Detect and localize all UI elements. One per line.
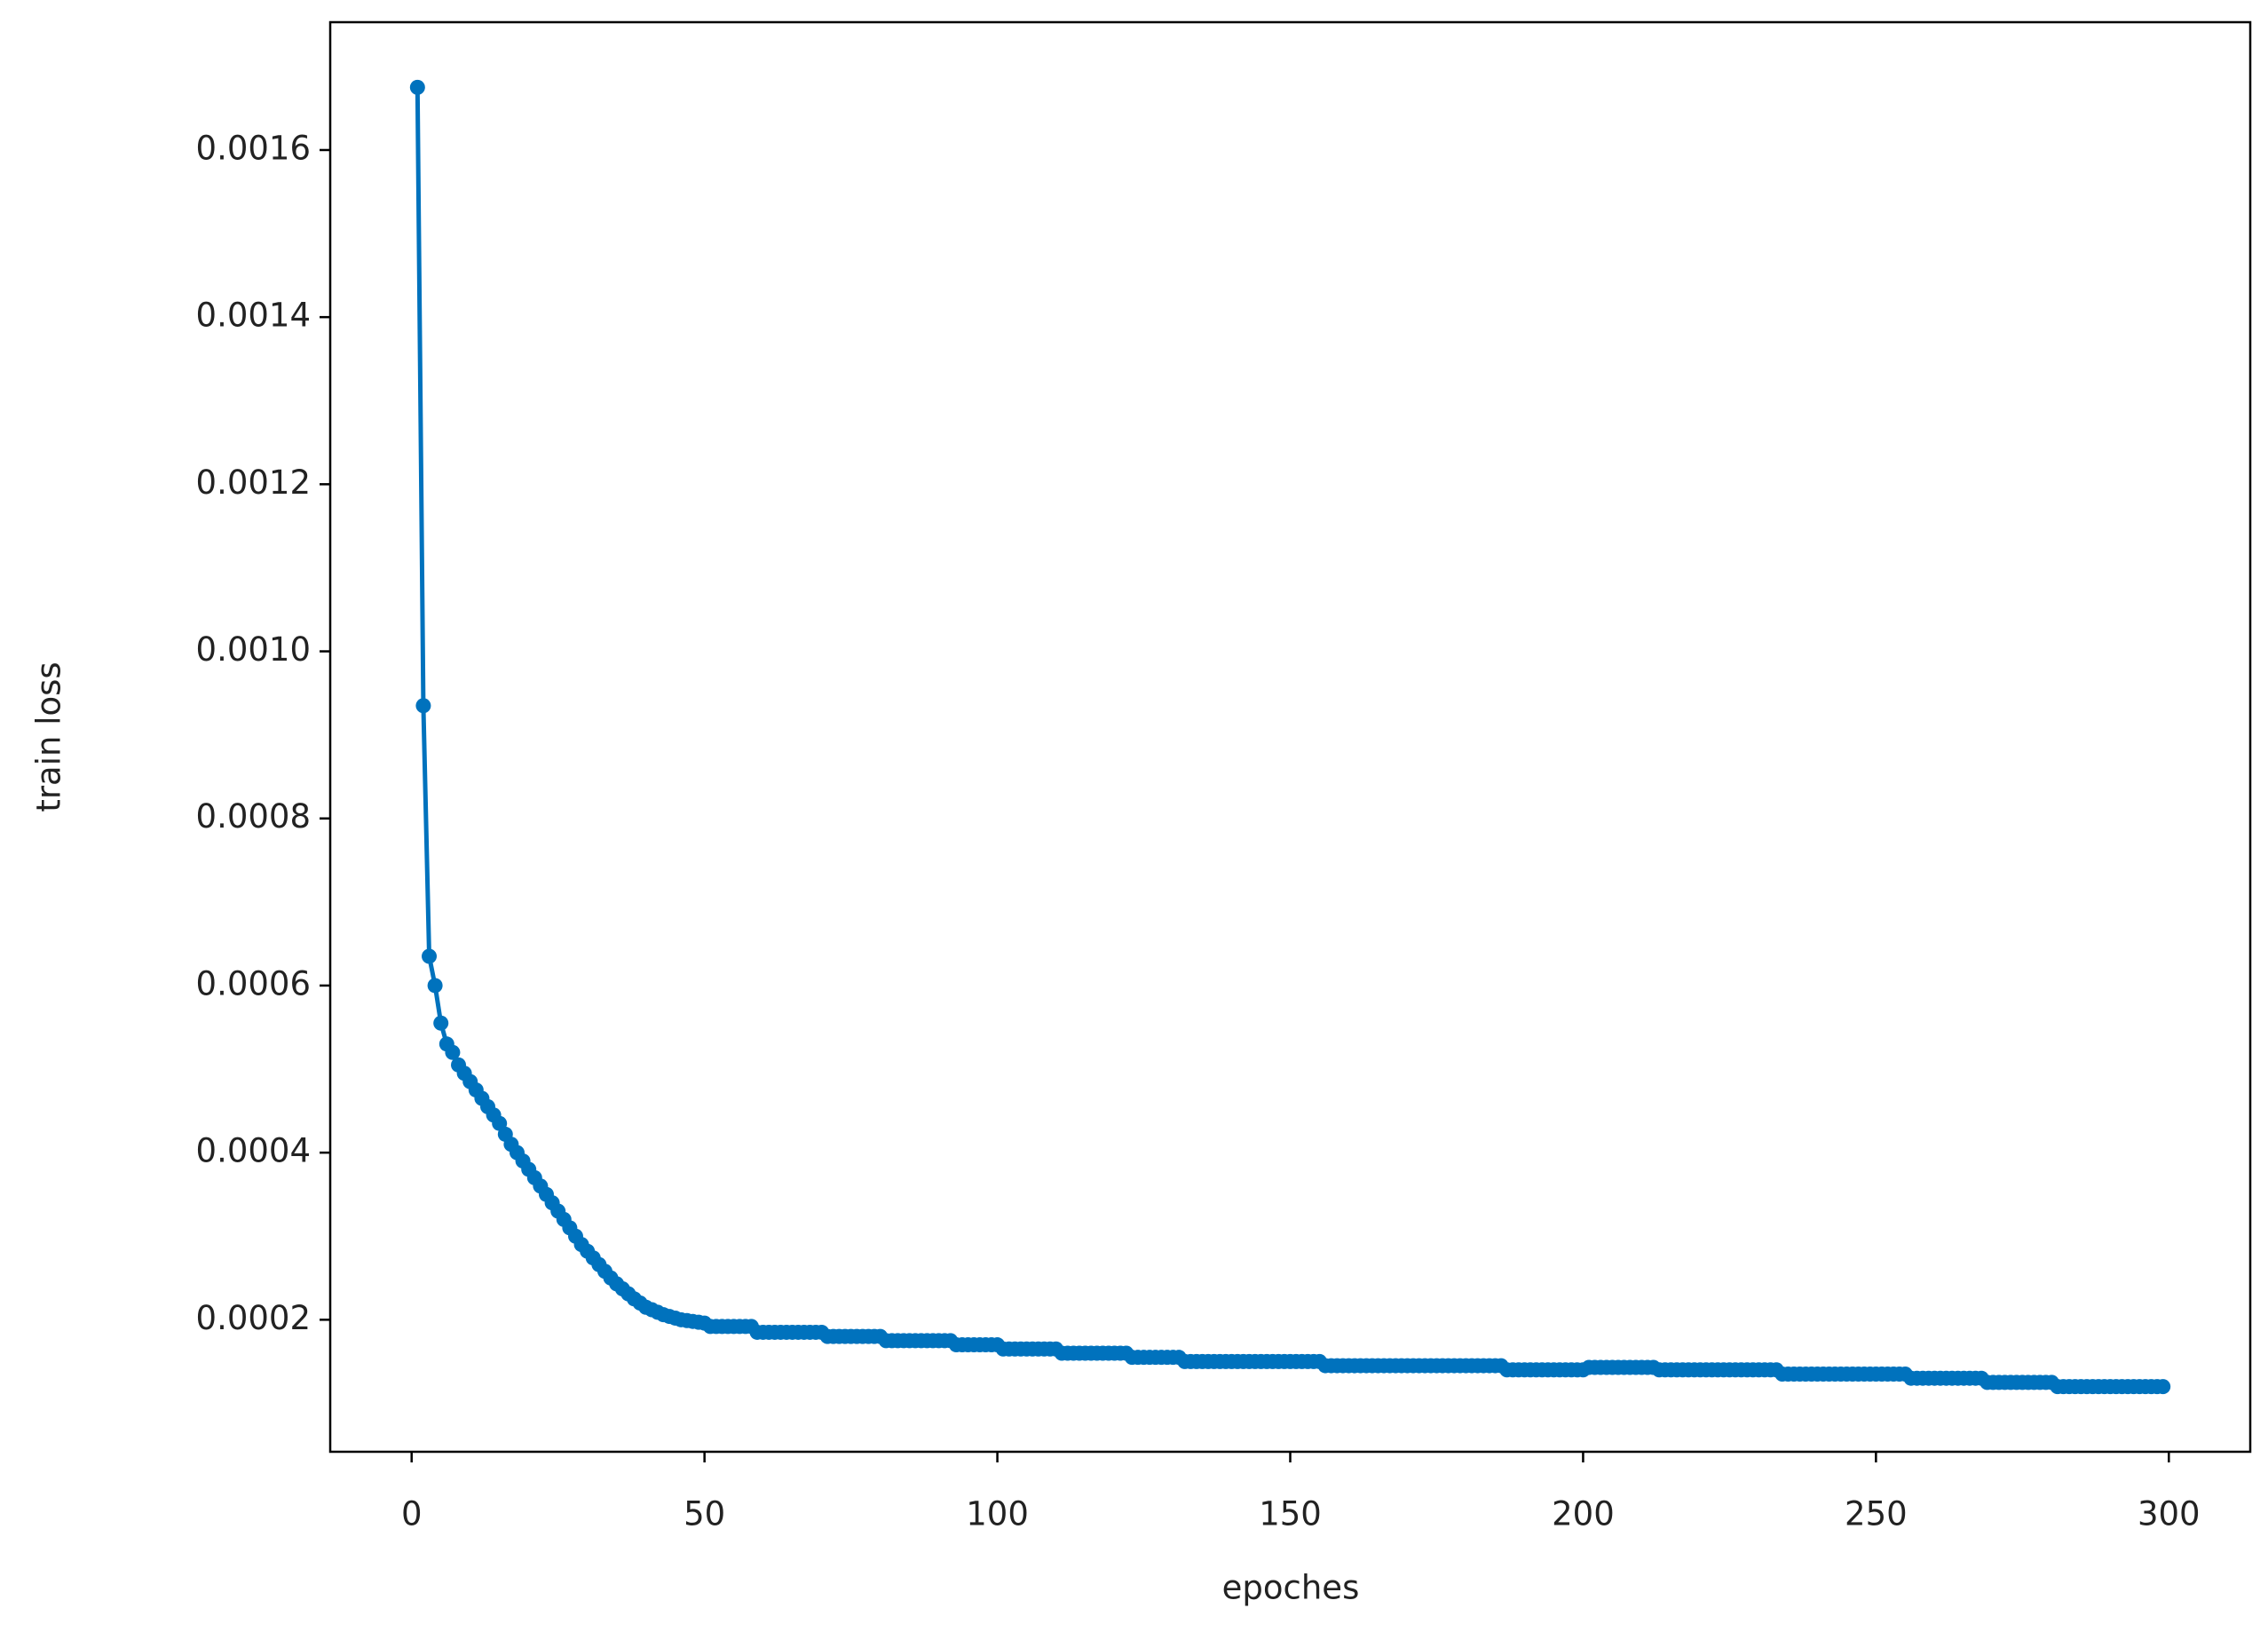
y-tick-label: 0.0004 (196, 1132, 311, 1170)
y-tick-label: 0.0010 (196, 630, 311, 669)
data-point (427, 978, 443, 994)
y-tick-label: 0.0002 (196, 1299, 311, 1337)
y-tick-label: 0.0014 (196, 297, 311, 335)
data-point (415, 698, 431, 714)
x-tick-label: 300 (2138, 1495, 2201, 1533)
x-axis-label: epoches (1222, 1569, 1360, 1607)
data-point (2155, 1379, 2171, 1395)
data-point (422, 948, 438, 964)
y-tick-label: 0.0016 (196, 129, 311, 167)
y-tick-label: 0.0008 (196, 797, 311, 836)
data-point (445, 1044, 461, 1060)
y-tick-label: 0.0012 (196, 463, 311, 502)
x-tick-label: 0 (401, 1495, 423, 1533)
plot-frame (328, 20, 2252, 1454)
data-point (433, 1015, 449, 1031)
x-tick-label: 100 (966, 1495, 1029, 1533)
y-tick-label: 0.0006 (196, 964, 311, 1002)
x-tick-label: 250 (1845, 1495, 1908, 1533)
x-tick-label: 150 (1259, 1495, 1322, 1533)
data-point (409, 79, 425, 95)
x-tick-label: 50 (684, 1495, 725, 1533)
x-tick-label: 200 (1552, 1495, 1615, 1533)
y-axis-label: train loss (30, 662, 68, 812)
